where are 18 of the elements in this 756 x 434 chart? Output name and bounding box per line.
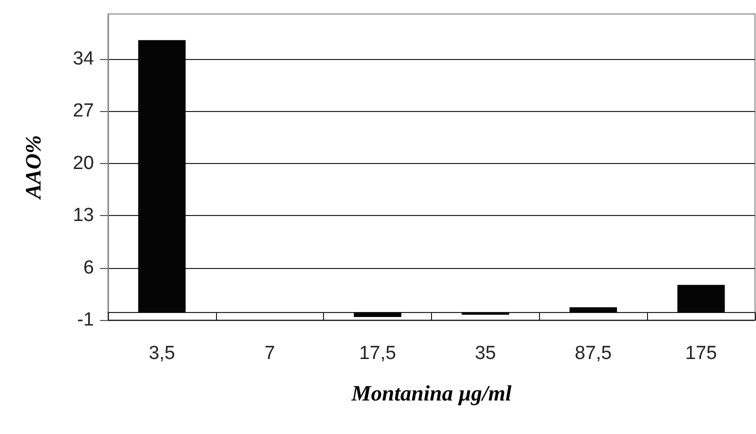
y-tick-label: 6 (83, 257, 94, 278)
x-tick-label: 175 (685, 343, 717, 364)
bar (570, 307, 617, 313)
y-tick-label: -1 (77, 310, 94, 330)
x-tick-label: 7 (264, 343, 276, 364)
bar (677, 284, 725, 313)
x-axis-title: Montanina µg/ml (350, 380, 512, 406)
bar (138, 40, 186, 313)
x-tick-label: 17,5 (359, 343, 396, 364)
y-axis-title: AAO% (20, 135, 46, 201)
y-tick-label: 27 (72, 100, 94, 122)
y-tick-label: 34 (72, 48, 94, 70)
bar (354, 312, 402, 318)
x-tick-label: 87,5 (574, 343, 612, 364)
x-tick-label: 3,5 (148, 343, 176, 364)
y-tick-label: 13 (72, 205, 94, 226)
y-tick-label: 20 (72, 152, 94, 174)
x-tick-label: 35 (474, 343, 496, 364)
